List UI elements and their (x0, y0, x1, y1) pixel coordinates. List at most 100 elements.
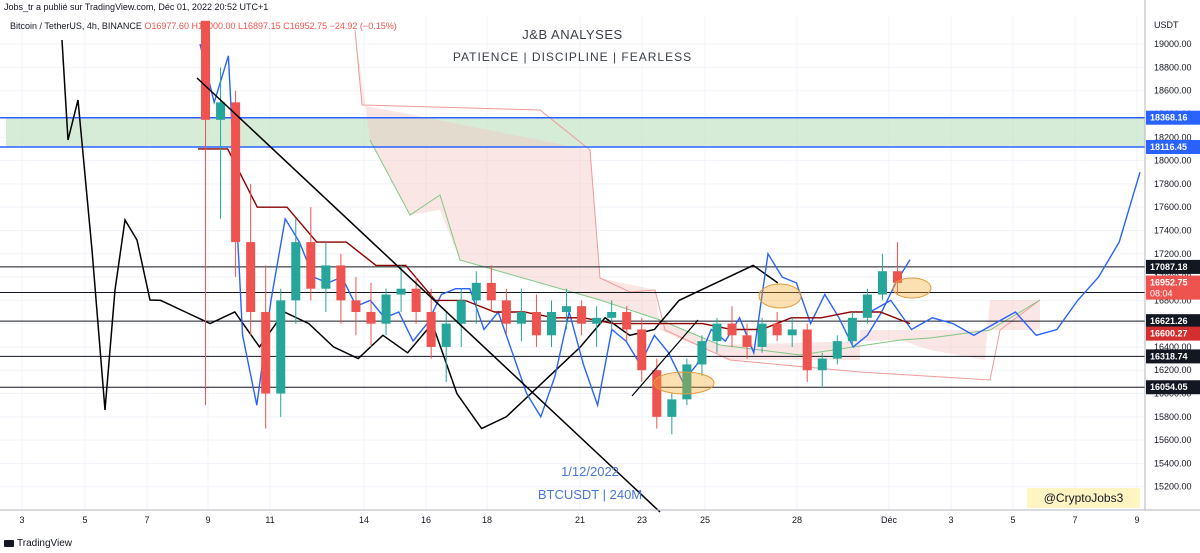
level-label: 17087.18 (1150, 262, 1188, 272)
candle-body (727, 323, 737, 336)
y-tick-label: 18800.00 (1154, 62, 1192, 72)
candle-body (667, 399, 677, 417)
y-tick-label: 16200.00 (1154, 365, 1192, 375)
y-tick-label: 15400.00 (1154, 458, 1192, 468)
level-label: 16318.74 (1150, 351, 1188, 361)
candle-body (577, 306, 587, 324)
red-marker-badge (1146, 326, 1200, 341)
candle-body (291, 242, 301, 301)
candle-body (817, 358, 827, 371)
y-tick-label: 15600.00 (1154, 435, 1192, 445)
candle-body (456, 300, 466, 324)
candle-body (351, 300, 361, 312)
y-tick-label: 15800.00 (1154, 412, 1192, 422)
candle-body (697, 341, 707, 365)
x-tick-label: 9 (205, 515, 210, 525)
candle-body (531, 312, 541, 336)
y-tick-label: 16800.00 (1154, 295, 1192, 305)
level-badge (1146, 140, 1200, 155)
resistance-zone (6, 117, 1145, 148)
x-tick-label: 9 (1134, 515, 1139, 525)
candle-body (637, 329, 647, 371)
trendlines (196, 77, 932, 513)
candle-body (847, 317, 857, 342)
highlight-ellipse-1 (758, 283, 802, 309)
y-tick-label: 19000.00 (1154, 39, 1192, 49)
date-annotation: 1/12/2022 (561, 464, 619, 479)
level-label: 16621.26 (1150, 316, 1188, 326)
candle-body (832, 341, 842, 359)
y-tick-label: 16400.00 (1154, 342, 1192, 352)
x-tick-label: 25 (700, 515, 710, 525)
x-tick-label: 18 (482, 515, 492, 525)
level-label: 16054.05 (1150, 382, 1188, 392)
close-value: C16952.75 (283, 21, 328, 31)
ascending-trendline (631, 319, 699, 397)
current-price-label: 16952.75 (1150, 278, 1188, 288)
symbol-info: Bitcoin / TetherUS, 4h, BINANCE (10, 21, 142, 31)
y-tick-label: 18600.00 (1154, 86, 1192, 96)
tradingview-footer[interactable]: TradingView (4, 538, 72, 549)
candle-body (306, 242, 316, 289)
y-tick-label: 17800.00 (1154, 179, 1192, 189)
x-tick-label: 5 (1010, 515, 1015, 525)
candle-body (787, 329, 797, 336)
red-marker-label: 16600.27 (1150, 329, 1188, 339)
horizontal-levels (0, 116, 1145, 388)
level-badge (1146, 349, 1200, 364)
candle-body (742, 335, 752, 347)
blue-projection-line (869, 172, 1141, 337)
zone-rect (6, 117, 1145, 148)
candle-body (652, 370, 662, 417)
x-tick-label: Déc (881, 515, 898, 525)
y-tick-label: 18000.00 (1154, 156, 1192, 166)
candle-body (246, 242, 256, 312)
x-tick-label: 21 (575, 515, 585, 525)
blue-conversion-line (199, 43, 911, 419)
high-value: H17000.00 (191, 21, 236, 31)
y-tick-label: 17600.00 (1154, 202, 1192, 212)
x-tick-label: 23 (637, 515, 647, 525)
candle-body (546, 312, 557, 336)
candle-body (366, 312, 376, 324)
tradingview-brand: TradingView (17, 538, 73, 549)
x-tick-label: 14 (359, 515, 369, 525)
candle-body (426, 312, 436, 347)
price-axis[interactable]: 15200.0015400.0015600.0015800.0016000.00… (1144, 0, 1200, 510)
level-badge (1146, 259, 1200, 274)
level-badge (1146, 110, 1200, 125)
candle-body (411, 288, 421, 312)
candle-body (471, 282, 481, 301)
chart-watermark-subtitle: PATIENCE | DISCIPLINE | FEARLESS (452, 50, 693, 64)
change-value: −24.92 (−0.15%) (329, 21, 397, 31)
x-tick-label: 3 (19, 515, 24, 525)
candle-body (261, 312, 271, 394)
cloud-fill (354, 29, 1041, 381)
candle-body (862, 294, 872, 318)
candle-body (321, 265, 331, 289)
x-tick-label: 5 (82, 515, 87, 525)
axis-unit: USDT (1154, 20, 1179, 30)
candle-body (216, 102, 226, 120)
y-tick-label: 17200.00 (1154, 249, 1192, 259)
handle-badge: @CryptoJobs3 (1027, 488, 1140, 508)
candle-body (336, 265, 346, 301)
candle-body (592, 317, 602, 324)
candle-body (712, 323, 722, 342)
candle-body (562, 306, 572, 312)
time-axis[interactable]: 3 5 7 9 11 14 16 18 21 23 25 28 Déc 3 5 7 9 (0, 509, 1200, 525)
open-value: O16977.60 (144, 21, 189, 31)
candle-body (516, 312, 526, 324)
candle-body (757, 323, 767, 347)
candle-body (201, 20, 211, 120)
ohlc-bar: Bitcoin / TetherUS, 4h, BINANCE O16977.6… (10, 21, 397, 31)
x-tick-label: 7 (144, 515, 149, 525)
candle-body (276, 300, 286, 394)
level-badge (1146, 314, 1200, 329)
x-tick-label: 11 (265, 515, 274, 525)
level-badge (1146, 380, 1200, 395)
y-tick-label: 18200.00 (1154, 132, 1192, 142)
candle-body (441, 323, 451, 347)
highlight-ellipse-2 (653, 371, 715, 395)
